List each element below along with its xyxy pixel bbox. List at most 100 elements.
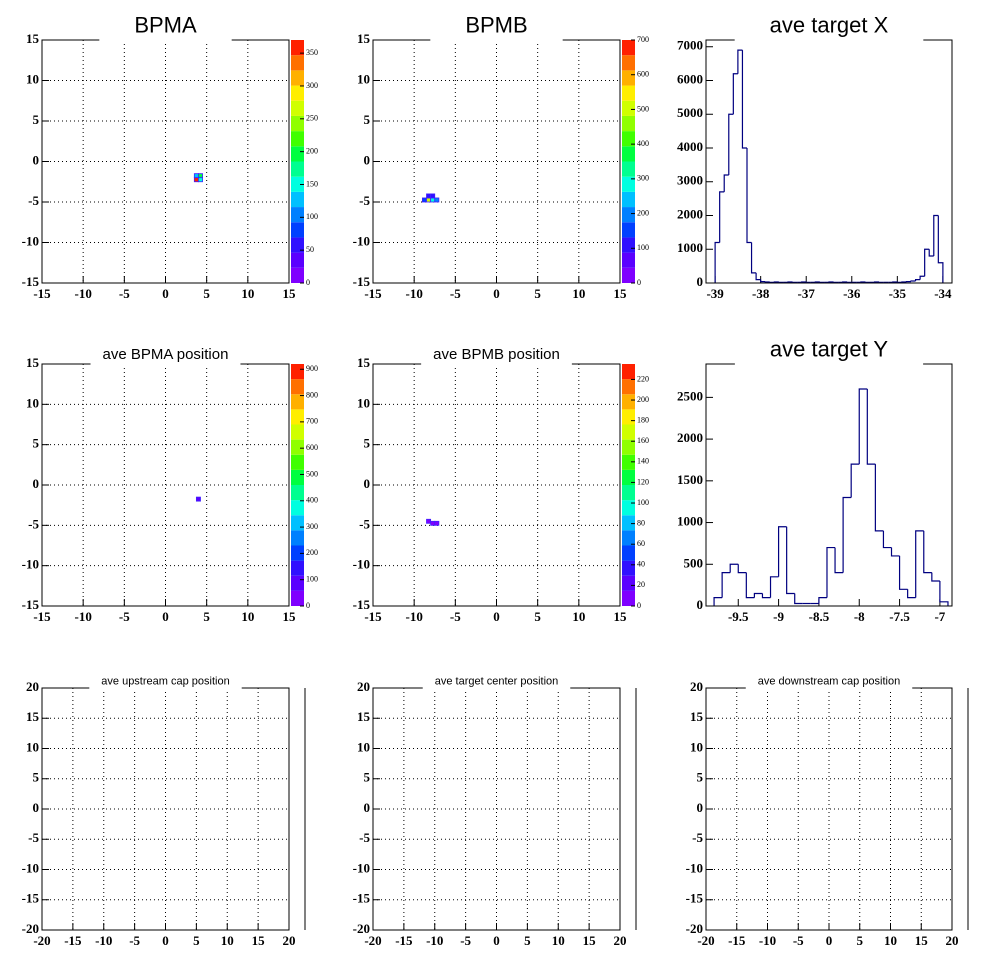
z-tick-label: 100 <box>306 212 318 221</box>
cell <box>434 197 440 203</box>
title-box <box>421 344 572 366</box>
y-tick-label: -15 <box>22 274 40 289</box>
colorbar-band <box>291 590 304 606</box>
x-tick-label: -7 <box>934 609 945 624</box>
x-tick-label: 10 <box>241 286 254 301</box>
x-tick-label: -10 <box>405 609 422 624</box>
z-tick-label: 100 <box>637 498 649 507</box>
bin <box>898 555 908 590</box>
title-box <box>90 344 241 366</box>
colorbar-band <box>291 100 304 116</box>
x-tick-label: -15 <box>395 933 413 948</box>
y-tick-label: -5 <box>692 830 703 845</box>
colorbar-band <box>291 545 304 561</box>
y-tick-label: 0 <box>364 476 371 491</box>
colorbar-band <box>622 530 635 546</box>
x-tick-label: -20 <box>33 933 50 948</box>
colorbar-band <box>622 55 635 71</box>
y-tick-label: 10 <box>26 395 39 410</box>
x-tick-label: -5 <box>450 609 461 624</box>
colorbar-band <box>291 469 304 485</box>
z-tick-label: 400 <box>306 496 318 505</box>
x-tick-label: -36 <box>843 286 861 301</box>
x-tick-label: -9 <box>773 609 784 624</box>
colorbar-band <box>622 500 635 516</box>
y-tick-label: 15 <box>357 355 371 370</box>
colorbar-band <box>291 439 304 455</box>
x-tick-label: -5 <box>119 609 130 624</box>
y-tick-label: -5 <box>359 830 370 845</box>
y-tick-label: -10 <box>353 557 370 572</box>
colorbar-band <box>291 176 304 192</box>
cell <box>426 518 432 524</box>
bin <box>741 50 747 149</box>
colorbar-band <box>622 237 635 253</box>
colorbar-band <box>291 85 304 101</box>
chart-title: ave BPMA position <box>103 346 229 363</box>
colorbar-band <box>622 207 635 223</box>
bin <box>745 572 755 599</box>
bin <box>919 275 925 280</box>
y-tick-label: -10 <box>22 860 39 875</box>
z-tick-label: 900 <box>306 364 318 373</box>
colorbar-band <box>622 364 635 380</box>
z-tick-label: 200 <box>637 395 649 404</box>
y-tick-label: 20 <box>26 679 39 694</box>
y-tick-label: -15 <box>353 891 371 906</box>
panel: -20 -15 -10 -5 0 5 10 15 20 -20 -15 -10 -5 0 5 10 15 20 av… <box>353 673 637 948</box>
colorbar-band <box>291 500 304 516</box>
z-tick-label: 600 <box>306 443 318 452</box>
z-tick-label: 160 <box>637 436 649 445</box>
x-tick-label: 10 <box>572 609 585 624</box>
z-tick-label: 20 <box>637 580 645 589</box>
colorbar-band <box>622 545 635 561</box>
bin <box>713 597 723 606</box>
bin <box>750 242 757 274</box>
bin <box>882 530 892 549</box>
title-box <box>422 673 571 690</box>
chart-title: ave downstream cap position <box>758 675 900 687</box>
y-tick-label: -15 <box>353 597 371 612</box>
y-tick-label: 5000 <box>677 105 703 120</box>
colorbar-band <box>291 131 304 147</box>
y-tick-label: 0 <box>33 476 40 491</box>
chart-title: BPMB <box>465 13 527 38</box>
y-tick-label: 10 <box>26 739 39 754</box>
bin <box>794 593 803 605</box>
bin <box>874 464 884 532</box>
colorbar-band <box>291 515 304 531</box>
x-tick-label: 0 <box>493 609 500 624</box>
y-tick-label: 10 <box>26 71 39 86</box>
x-tick-label: 0 <box>493 933 500 948</box>
bin <box>826 546 836 598</box>
colorbar-band <box>622 515 635 531</box>
x-tick-label: 15 <box>915 933 929 948</box>
colorbar-band <box>291 560 304 576</box>
title-box <box>734 335 924 366</box>
colorbar-band <box>622 222 635 238</box>
x-tick-label: 10 <box>572 286 585 301</box>
colorbar-band <box>622 379 635 395</box>
colorbar-band <box>622 191 635 208</box>
panel: -15 -10 -5 0 5 10 15 -15 -10 -5 0 5 10 15 0 100 200 300 40… <box>22 344 318 624</box>
bin <box>923 530 932 574</box>
colorbar-band <box>622 85 635 101</box>
y-tick-label: 0 <box>364 800 371 815</box>
y-tick-label: -15 <box>353 274 371 289</box>
cell <box>434 520 440 526</box>
colorbar-band <box>622 575 635 591</box>
colorbar-band <box>622 409 635 425</box>
cell <box>426 193 432 199</box>
x-tick-label: -15 <box>728 933 746 948</box>
x-tick-label: -10 <box>426 933 443 948</box>
y-tick-label: -5 <box>28 193 39 208</box>
x-tick-label: -10 <box>74 609 91 624</box>
z-tick-label: 250 <box>306 114 318 123</box>
frame <box>705 363 953 607</box>
x-tick-label: -34 <box>934 286 952 301</box>
y-tick-label: -5 <box>359 193 370 208</box>
bin <box>729 563 739 573</box>
y-tick-label: 15 <box>357 31 371 46</box>
x-tick-label: 10 <box>221 933 234 948</box>
